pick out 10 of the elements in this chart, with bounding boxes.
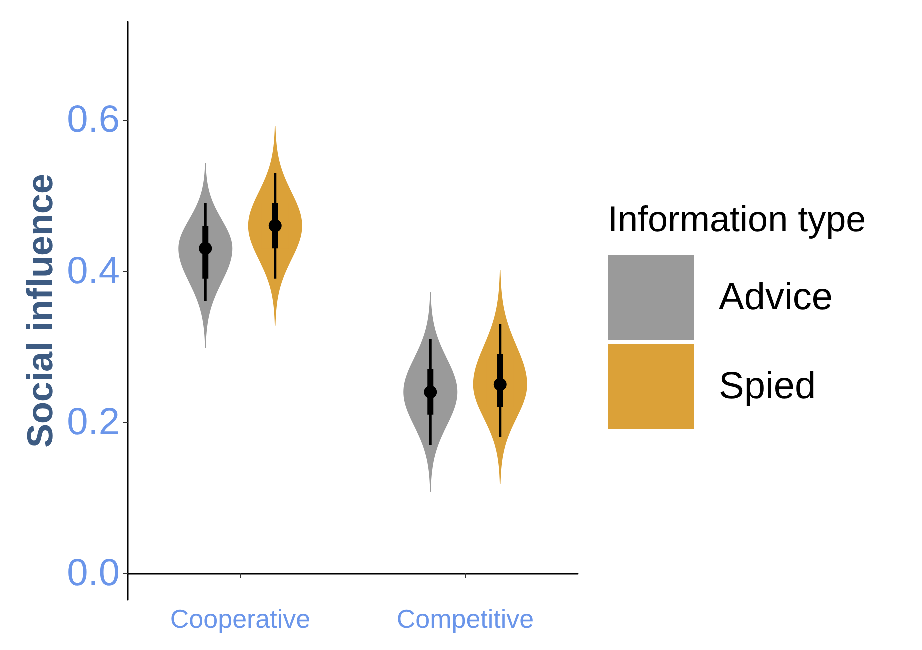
y-axis-title: Social influence	[20, 174, 60, 448]
y-tick-label: 0.4	[67, 250, 120, 292]
legend-title: Information type	[608, 198, 866, 240]
x-tick-label: Competitive	[396, 604, 534, 634]
y-tick-label: 0.2	[67, 401, 120, 444]
y-tick-label: 0.0	[67, 552, 120, 595]
legend-label: Spied	[719, 366, 816, 408]
legend-label: Advice	[719, 276, 834, 318]
x-tick-label: Cooperative	[170, 604, 311, 634]
y-tick-label: 0.6	[67, 99, 120, 142]
